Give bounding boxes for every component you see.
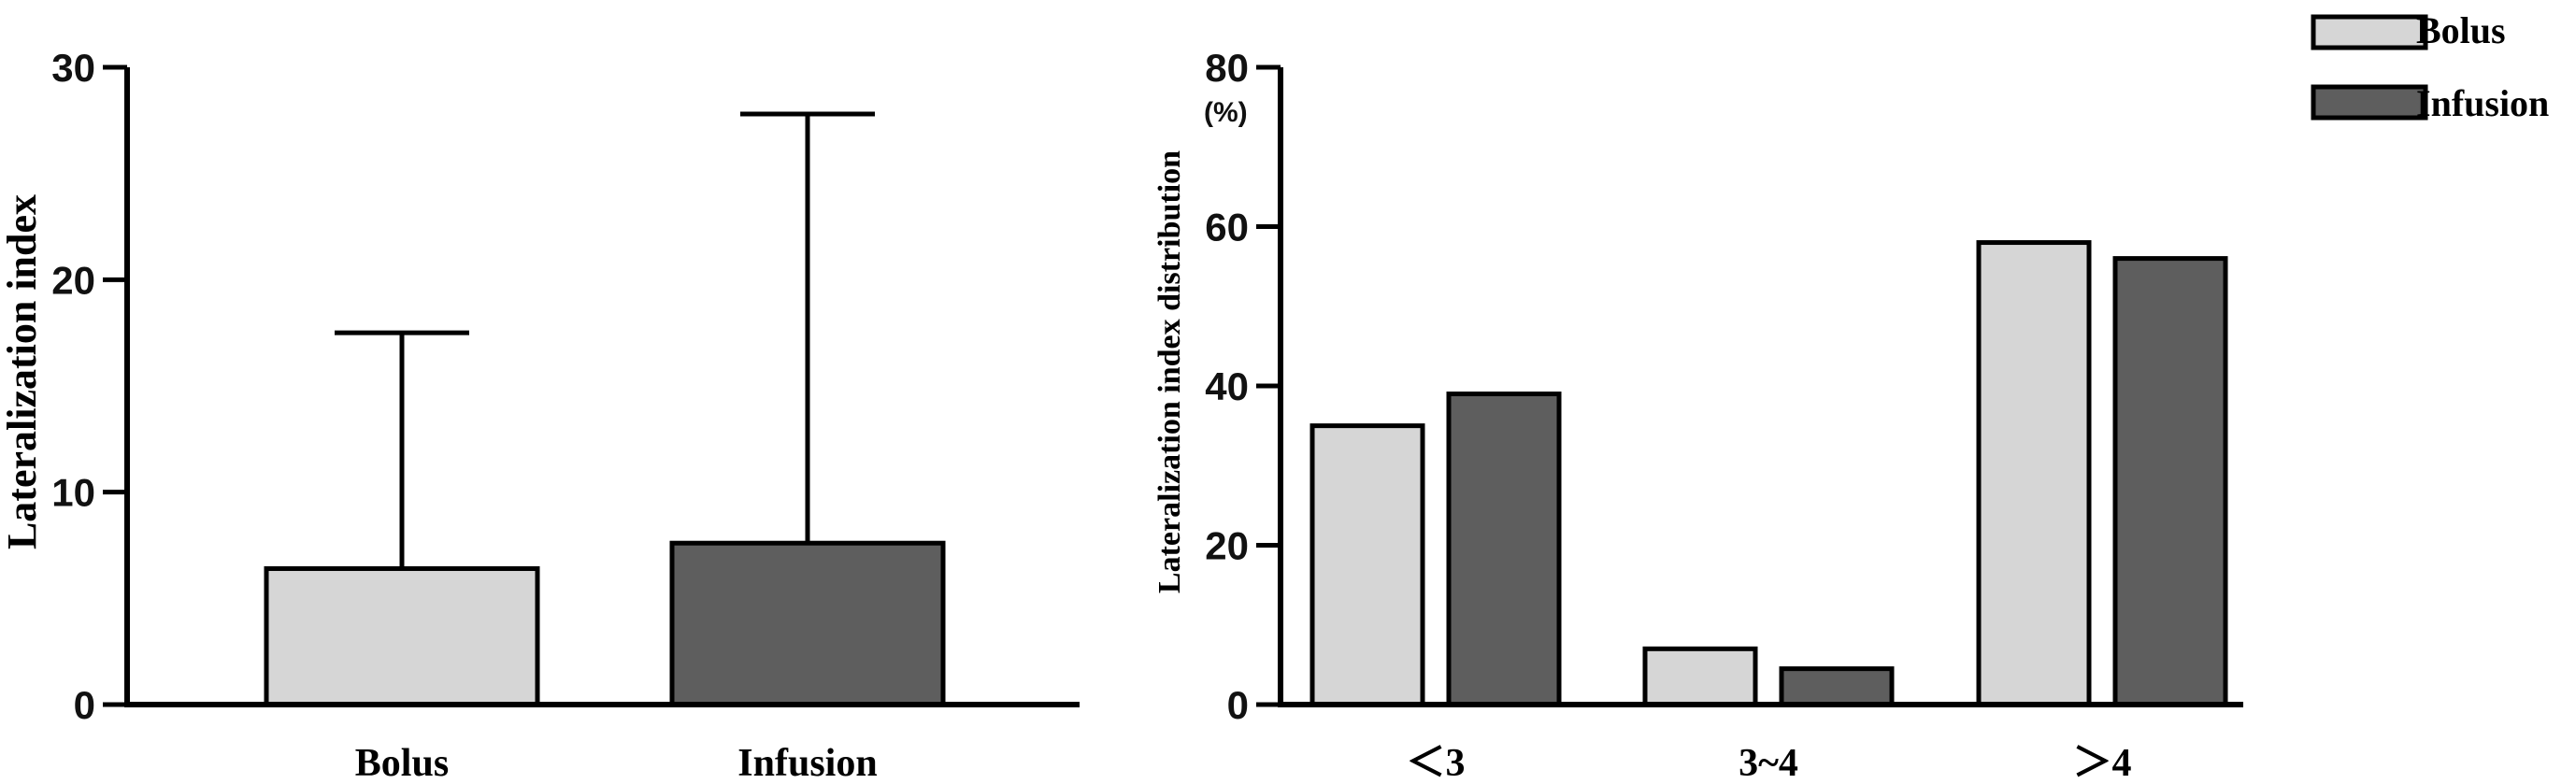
chart-right-y-tick-label: 40 [1205,364,1249,408]
chart-right-x-label-0: ＜3 [1406,742,1465,784]
chart-right-y-tick-label: 20 [1205,524,1249,568]
legend-swatch-infusion [2311,84,2428,121]
chart-left-y-ticks: 0 10 20 30 [51,46,127,727]
chart-right-x-label-1: 3~4 [1739,742,1798,784]
chart-left-x-tick-labels: Bolus Infusion [355,742,878,784]
chart-right: Lateralization index distribution (%) 0 2… [1152,9,2549,784]
bar-infusion-0 [1446,392,1562,707]
bar-bolus-1 [1642,646,1758,707]
bar-infusion-2 [2112,256,2228,707]
chart-right-x-tick-labels: ＜3 3~4 ＞4 [1406,742,2131,784]
chart-right-x-label-2: ＞4 [2072,742,2131,784]
legend-label-bolus: Bolus [2416,9,2506,51]
chart-right-y-tick-label: 60 [1205,206,1249,249]
legend-swatch-bolus [2311,14,2428,50]
chart-left: Lateralization index 0 10 20 30 Bolus Infusi… [0,46,1080,784]
chart-left-x-label-infusion: Infusion [737,742,877,784]
chart-left-x-label-bolus: Bolus [355,742,449,784]
bar-infusion [669,540,946,707]
bar-bolus [264,566,540,707]
legend-label-infusion: Infusion [2416,82,2549,124]
bar-bolus-2 [1976,240,2092,707]
chart-right-y-tick-label: 80 [1205,46,1249,90]
chart-left-bars [264,111,946,707]
bar-bolus-0 [1309,423,1425,707]
chart-right-bars [1309,240,2228,707]
bar-infusion-1 [1779,666,1895,707]
chart-left-y-tick-label: 0 [74,683,95,727]
chart-right-y-tick-label: 0 [1227,683,1249,727]
chart-right-y-unit: (%) [1204,97,1248,128]
chart-right-y-axis-label: Lateralization index distribution [1152,150,1187,593]
chart-left-y-tick-label: 30 [51,46,95,90]
chart-left-y-tick-label: 20 [51,258,95,302]
chart-right-y-ticks: 0 20 40 60 80 [1205,46,1281,727]
chart-left-y-tick-label: 10 [51,471,95,515]
chart-left-y-axis-label: Lateralization index [0,194,45,549]
chart-right-legend: Bolus Infusion [2311,9,2549,124]
